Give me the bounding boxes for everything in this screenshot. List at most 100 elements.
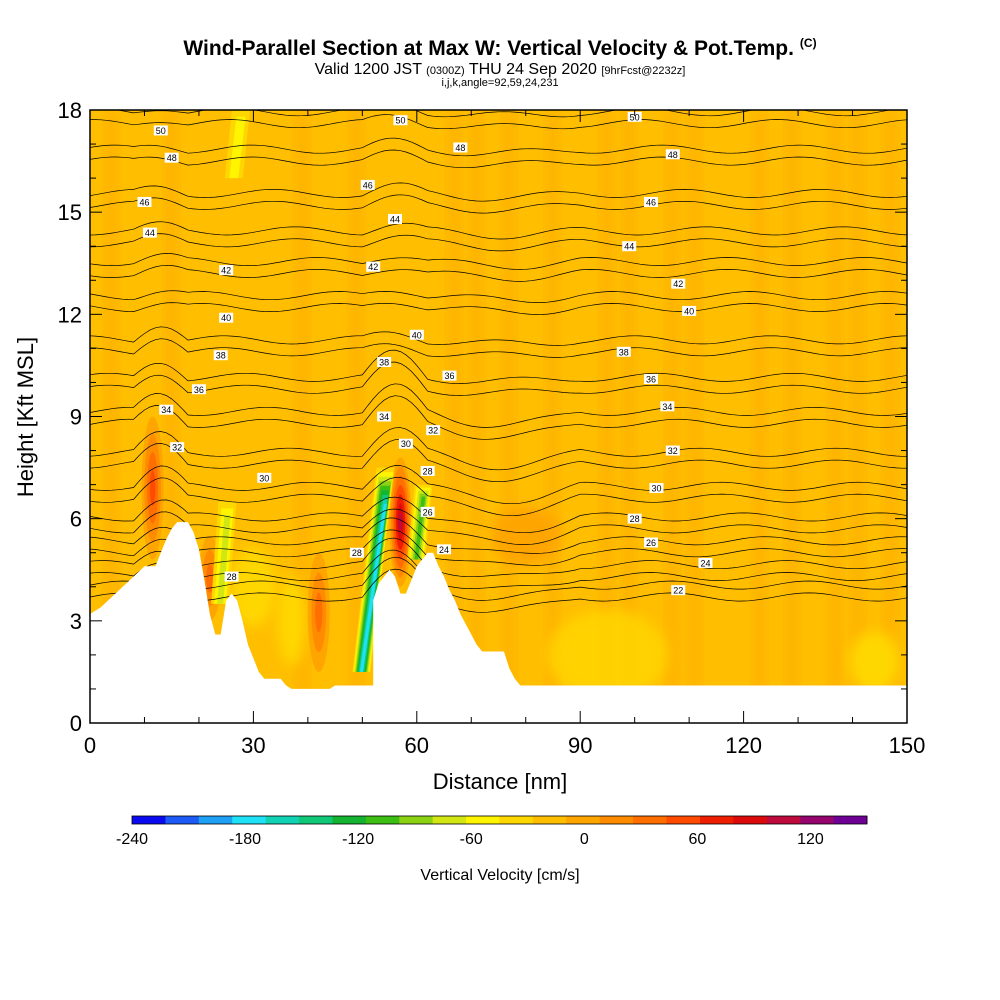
contour-label-box — [142, 227, 157, 238]
contour-label: 46 — [644, 196, 659, 207]
contour-labels: 50 48 46 44 42 40 38 36 34 32 30 28 50 48 46 44 42 40 38 36… — [137, 111, 713, 596]
contour-label-text: 28 — [227, 572, 237, 582]
colorbar-swatch — [566, 816, 601, 824]
contour-label-text: 30 — [259, 473, 269, 483]
contour-label-box — [665, 445, 680, 456]
contour-label-text: 50 — [630, 112, 640, 122]
contour-label-box — [219, 265, 234, 276]
contour-label-text: 46 — [646, 197, 656, 207]
contour-label-text: 46 — [139, 197, 149, 207]
theta-contours — [90, 110, 907, 613]
theta-contour-line — [90, 568, 907, 613]
contour-label: 34 — [377, 411, 392, 422]
contour-label-box — [644, 374, 659, 385]
contour-label: 50 — [627, 111, 642, 122]
field-weak-downdraft — [849, 631, 900, 692]
contour-label-box — [426, 425, 441, 436]
contour-label: 44 — [142, 227, 157, 238]
field-weak-downdraft — [231, 546, 276, 627]
contour-label-text: 34 — [662, 402, 672, 412]
forecast-info: [9hrFcst@2232z] — [601, 65, 686, 77]
colorbar-swatch — [633, 816, 668, 824]
field-weak-updraft-band — [754, 110, 765, 723]
field-weak-updraft-band — [106, 110, 117, 723]
contour-label-box — [420, 506, 435, 517]
colorbar-swatch — [833, 816, 868, 824]
contour-label: 28 — [349, 547, 364, 558]
contour-label-text: 34 — [161, 405, 171, 415]
field-weak-updraft-band — [471, 110, 482, 723]
theta-contour-line — [90, 477, 907, 517]
updraft-core — [398, 512, 403, 532]
chart-title: Wind-Parallel Section at Max W: Vertical… — [0, 36, 1000, 61]
contour-label: 48 — [453, 142, 468, 153]
contour-label: 26 — [644, 537, 659, 548]
theta-contour-line — [90, 349, 907, 384]
colorbar-swatch — [132, 816, 166, 824]
contour-label-box — [377, 357, 392, 368]
updraft-core — [206, 564, 214, 593]
colorbar-swatch — [466, 816, 500, 824]
contour-label-text: 22 — [673, 586, 683, 596]
contour-label: 48 — [164, 152, 179, 163]
contour-label: 32 — [665, 445, 680, 456]
contour-label-box — [349, 547, 364, 558]
theta-contour-line — [90, 302, 907, 315]
colorbar-swatch — [699, 816, 734, 824]
contour-label-text: 48 — [167, 153, 177, 163]
contour-label: 38 — [213, 350, 228, 361]
contour-label-box — [644, 537, 659, 548]
contour-label-text: 38 — [619, 347, 629, 357]
colorbar-swatch — [532, 816, 567, 824]
contour-label: 30 — [257, 472, 272, 483]
theta-contour-line — [90, 233, 907, 252]
colorbar-swatch — [165, 816, 200, 824]
theta-contour-line — [90, 182, 907, 202]
valid-prefix: Valid 1200 JST — [314, 61, 422, 78]
contour-label: 40 — [682, 305, 697, 316]
contour-label: 38 — [377, 357, 392, 368]
colorbar-tick-label: 120 — [797, 831, 824, 848]
theta-contour-line — [90, 439, 907, 483]
contour-label: 50 — [153, 125, 168, 136]
contour-label-box — [257, 472, 272, 483]
colorbar-tick-label: -240 — [116, 831, 148, 848]
colorbar-swatch — [332, 816, 367, 824]
valid-date: THU 24 Sep 2020 — [468, 61, 597, 78]
field-weak-updraft-band — [166, 110, 177, 723]
field-weak-updraft-band — [830, 110, 841, 723]
contour-label: 38 — [616, 346, 631, 357]
x-tick-label: 0 — [84, 733, 96, 758]
colorbar-frame — [131, 815, 868, 825]
field-weak-updraft-band — [852, 110, 863, 723]
field-weak-updraft-band — [449, 110, 460, 723]
contour-label: 22 — [671, 585, 686, 596]
theta-contour-line — [90, 338, 907, 358]
contour-label-text: 24 — [439, 545, 449, 555]
contour-label: 46 — [137, 196, 152, 207]
contour-label: 26 — [420, 506, 435, 517]
contour-label-box — [388, 213, 403, 224]
contour-label-box — [153, 125, 168, 136]
contour-label: 36 — [644, 374, 659, 385]
contour-label-text: 36 — [194, 385, 204, 395]
contour-label-text: 44 — [145, 228, 155, 238]
field-weak-downdraft — [277, 575, 306, 666]
contour-label-box — [366, 261, 381, 272]
colorbar-tick-label: 0 — [580, 831, 589, 848]
contour-label-text: 28 — [630, 514, 640, 524]
colorbar-tick-label: 60 — [688, 831, 706, 848]
field-weak-updraft-band — [296, 110, 307, 723]
contour-label: 46 — [360, 179, 375, 190]
contour-label-text: 32 — [668, 446, 678, 456]
colorbar-swatch — [265, 816, 300, 824]
chart-subtitle: Valid 1200 JST (0300Z) THU 24 Sep 2020 [… — [0, 61, 1000, 79]
contour-label: 32 — [426, 425, 441, 436]
contour-label: 28 — [420, 465, 435, 476]
theta-contour-line — [90, 361, 907, 396]
colorbar-swatch — [365, 816, 400, 824]
field-weak-updraft-band — [547, 110, 558, 723]
y-tick-label: 18 — [58, 98, 82, 123]
contour-label-box — [420, 465, 435, 476]
